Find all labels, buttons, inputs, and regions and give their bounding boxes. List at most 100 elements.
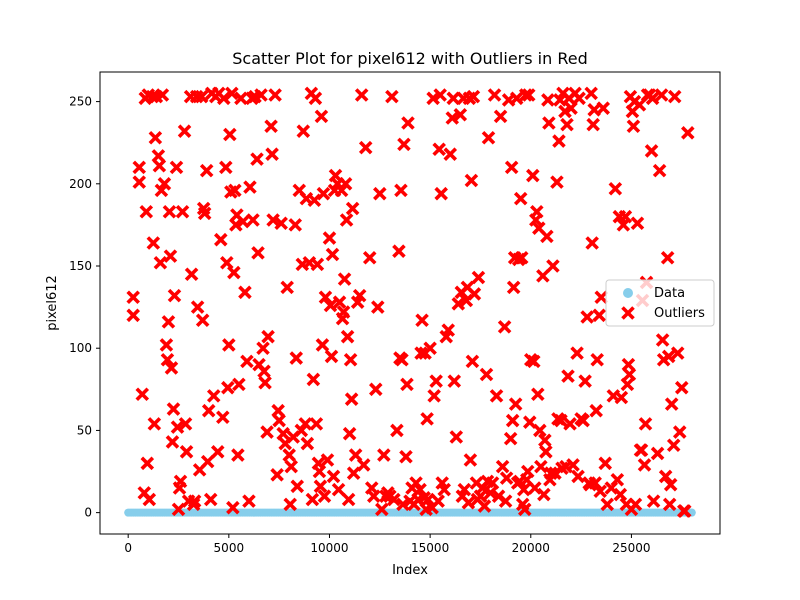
outlier-point (126, 290, 140, 305)
outlier-point (677, 504, 692, 518)
outlier-point (530, 204, 544, 219)
outlier-point (395, 352, 409, 367)
outlier-point (518, 88, 533, 102)
outlier-point (654, 88, 669, 102)
outlier-point (423, 341, 437, 355)
outlier-point (342, 426, 357, 441)
outlier-point (132, 160, 147, 175)
outlier-point (578, 374, 592, 388)
outlier-point (375, 502, 389, 517)
outlier-point (432, 142, 446, 157)
outlier-point (608, 181, 623, 196)
outlier-point (260, 425, 274, 439)
outlier-point (274, 216, 288, 231)
outlier-point (366, 489, 381, 503)
legend-box (605, 279, 715, 327)
outlier-point (221, 380, 235, 395)
outlier-point (313, 479, 328, 494)
outlier-point (426, 91, 440, 106)
outlier-point (246, 213, 260, 227)
chart-title: Scatter Plot for pixel612 with Outliers … (232, 49, 587, 68)
outlier-point (139, 204, 154, 219)
outlier-point (284, 459, 299, 474)
outlier-point (503, 431, 518, 446)
outlier-point (283, 497, 298, 512)
outlier-point (387, 492, 401, 507)
outlier-point (227, 265, 241, 280)
x-axis-label: Index (392, 563, 428, 578)
outlier-point (298, 417, 313, 431)
outlier-point (341, 492, 356, 507)
outlier-point (194, 89, 209, 104)
outlier-point (420, 412, 434, 426)
y-tick-label: 100 (69, 341, 92, 355)
outlier-point (672, 425, 687, 439)
outlier-point (536, 269, 550, 283)
outlier-point (453, 107, 468, 122)
y-tick-label: 50 (77, 423, 92, 437)
outlier-point (600, 497, 615, 512)
outlier-point (369, 382, 383, 397)
outlier-point (586, 117, 600, 132)
outlier-point (481, 130, 496, 145)
y-tick-label: 200 (69, 177, 92, 191)
outlier-point (165, 435, 180, 449)
outlier-point (580, 310, 594, 324)
outlier-point (392, 244, 406, 258)
outlier-point (276, 426, 290, 441)
outlier-point (142, 492, 157, 507)
outlier-point (539, 445, 553, 459)
outlier-point (533, 423, 547, 438)
outlier-point (179, 445, 194, 459)
outlier-point (570, 346, 584, 360)
outlier-point (662, 497, 677, 512)
outlier-point (396, 497, 410, 512)
outlier-point (445, 111, 460, 125)
outlier-point (618, 209, 633, 224)
outlier-point (305, 492, 320, 507)
outlier-point (610, 472, 625, 487)
outlier-point (637, 458, 652, 472)
outlier-point (356, 458, 371, 472)
outlier-point (397, 137, 411, 152)
outlier-point (223, 127, 237, 142)
outlier-point (588, 476, 602, 490)
x-tick-label: 20000 (512, 541, 550, 555)
outlier-point (589, 403, 603, 418)
outlier-point (566, 458, 580, 472)
outlier-point (465, 354, 480, 369)
outlier-point (505, 413, 520, 428)
outlier-point (238, 285, 252, 300)
outlier-point (390, 423, 404, 438)
outlier-point (650, 446, 665, 461)
outlier-point (506, 280, 521, 295)
outlier-point (166, 402, 181, 416)
outlier-point (443, 147, 458, 161)
outlier-point (177, 124, 192, 138)
outlier-point (401, 116, 415, 130)
outlier-point (268, 88, 282, 102)
outlier-point (667, 89, 682, 104)
outlier-point (527, 354, 541, 369)
outlier-point (516, 482, 531, 497)
outlier-point (628, 497, 643, 512)
outlier-point (451, 297, 466, 311)
outlier-point (325, 247, 340, 262)
x-axis-ticks: 0 5000 10000 15000 20000 25000 (124, 534, 651, 555)
outlier-point (626, 119, 641, 134)
outlier-point (214, 232, 228, 247)
outlier-point (222, 338, 236, 352)
outlier-point (226, 500, 240, 515)
y-tick-label: 250 (69, 95, 92, 109)
legend-label-outliers: Outliers (654, 306, 705, 321)
y-axis-ticks: 0 50 100 150 200 250 (69, 95, 100, 520)
outlier-point (332, 295, 347, 309)
y-tick-label: 150 (69, 259, 92, 273)
outlier-point (541, 93, 555, 107)
legend-marker-data (623, 288, 633, 298)
outlier-point (437, 482, 451, 497)
outlier-point (620, 377, 635, 392)
outlier-point (594, 290, 609, 305)
outlier-point (487, 88, 502, 102)
outlier-point (331, 482, 346, 497)
